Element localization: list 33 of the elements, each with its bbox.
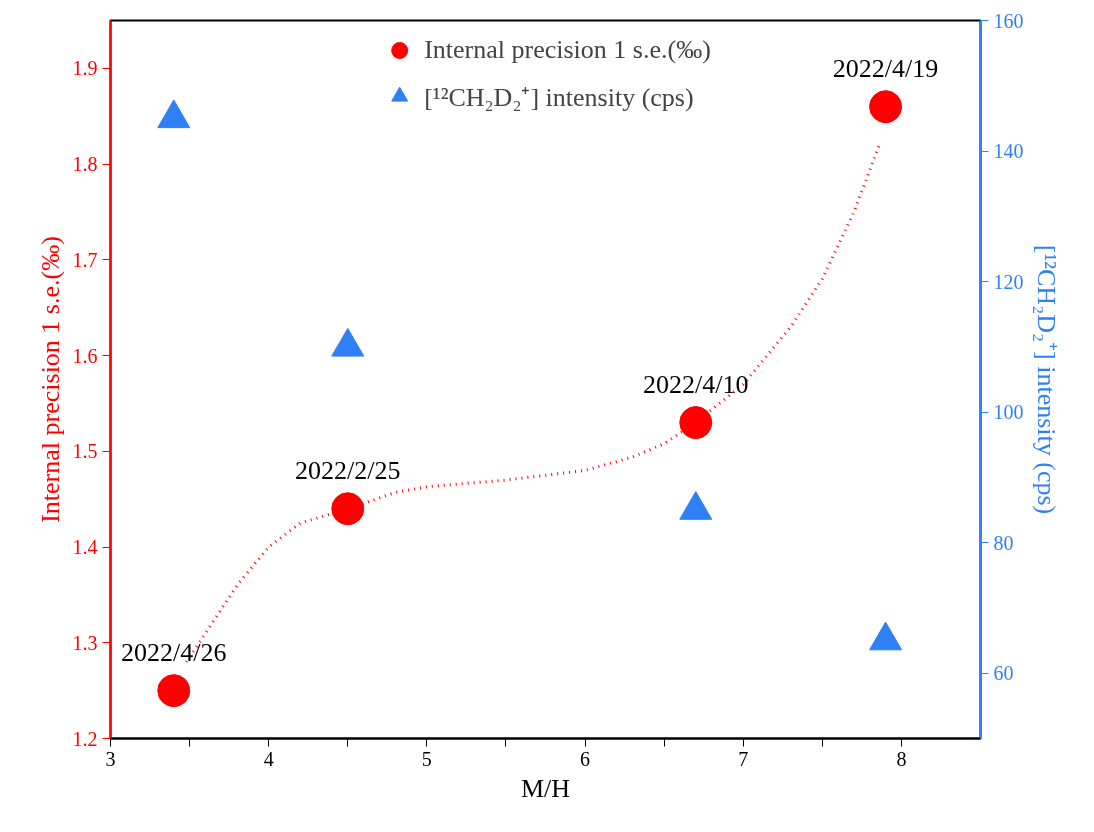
legend-label: Internal precision 1 s.e.(‰) <box>424 35 711 65</box>
y-tick-label: 1.5 <box>72 440 98 463</box>
y-tick-label: 1.2 <box>72 727 98 750</box>
annotation: 2022/4/10 <box>643 369 749 399</box>
x-tick-label: 5 <box>421 747 432 770</box>
y2-tick-label: 60 <box>993 662 1014 685</box>
point <box>869 90 903 124</box>
annotation: 2022/4/26 <box>121 637 227 667</box>
y-tick-label: 1.9 <box>72 57 98 80</box>
point <box>157 674 191 708</box>
y2-axis-title: [¹²CH₂D₂⁺] intensity (cps) <box>1031 244 1061 515</box>
x-axis-title: M/H <box>520 773 571 803</box>
y-axis-title: Internal precision 1 s.e.(‰) <box>35 236 65 523</box>
y2-tick-label: 100 <box>993 401 1024 424</box>
y-tick-label: 1.4 <box>72 536 98 559</box>
y2-tick-label: 120 <box>993 270 1024 293</box>
annotation: 2022/2/25 <box>295 455 401 485</box>
x-tick-label: 3 <box>105 747 116 770</box>
legend-label: [¹²CH₂D₂⁺] intensity (cps) <box>424 82 694 114</box>
x-tick-label: 8 <box>896 747 907 770</box>
y-tick-label: 1.7 <box>72 248 98 271</box>
y2-tick-label: 80 <box>993 531 1014 554</box>
x-tick-label: 7 <box>738 747 749 770</box>
point <box>679 406 713 440</box>
annotation: 2022/4/19 <box>832 53 939 83</box>
y-tick-label: 1.8 <box>72 153 98 176</box>
point <box>331 492 365 526</box>
y-tick-label: 1.6 <box>72 344 98 367</box>
y-tick-label: 1.3 <box>72 631 98 654</box>
x-tick-label: 6 <box>580 747 591 770</box>
y2-tick-label: 160 <box>993 9 1024 32</box>
y2-tick-label: 140 <box>993 140 1024 163</box>
x-tick-label: 4 <box>263 747 274 770</box>
